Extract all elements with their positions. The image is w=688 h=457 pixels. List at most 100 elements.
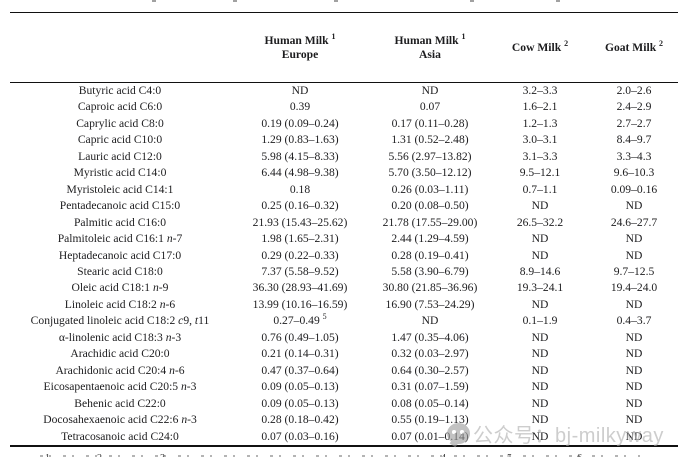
footnote-superscript: 1: [45, 453, 50, 457]
fatty-acid-label: Pentadecanoic acid C15:0: [59, 199, 181, 213]
value-cell: ND: [531, 396, 549, 410]
footnote-superscript: 6: [577, 453, 582, 457]
value-cell: ND: [625, 413, 643, 427]
table-row: Heptadecanoic acid C17:0 0.29 (0.22–0.33)…: [10, 248, 678, 264]
fatty-acid-label: Butyric acid C4:0: [78, 84, 162, 97]
fatty-acid-label: α-linolenic acid C18:3 n-3: [58, 330, 182, 344]
fatty-acid-label: Docosahexaenoic acid C22:6 n-3: [43, 413, 197, 427]
value-cell: 19.3–24.1: [516, 281, 564, 295]
value-cell: ND: [625, 297, 643, 311]
table-row: Butyric acid C4:0 ND ND 3.2–3.3 2.0–2.6: [10, 83, 678, 100]
top-edge-text-fragment: [556, 0, 560, 2]
value-cell: 0.47 (0.37–0.64): [261, 363, 339, 377]
value-cell: 1.6–2.1: [522, 100, 558, 114]
table-row: Lauric acid C12:0 5.98 (4.15–8.33) 5.56 (2…: [10, 149, 678, 165]
fatty-acid-label: Tetracosanoic acid C24:0: [10, 428, 230, 447]
value-cell: 26.5–32.2: [516, 215, 564, 229]
value-cell: 0.27–0.49 5: [273, 313, 327, 328]
value-cell: ND: [531, 380, 549, 394]
table-row: Conjugated linoleic acid C18:2 c9, t11 0.…: [10, 313, 678, 329]
value-cell: 0.7–1.1: [522, 182, 558, 196]
value-cell: ND: [625, 396, 643, 410]
footnote-superscript: 4: [441, 453, 446, 457]
fatty-acid-label: Arachidonic acid C20:4 n-6: [55, 363, 185, 377]
header-human-milk-asia: Human Milk 1 Asia: [370, 12, 490, 83]
fatty-acid-label: Eicosapentaenoic acid C20:5 n-3: [43, 380, 197, 394]
value-cell: 0.28 (0.18–0.42): [261, 413, 339, 427]
value-cell: 8.4–9.7: [616, 133, 652, 147]
fatty-acid-label: Capric acid C10:0: [77, 133, 163, 147]
table-row: Eicosapentaenoic acid C20:5 n-3 0.09 (0.0…: [10, 379, 678, 395]
header-row: Human Milk 1 Europe Human Milk 1 Asia Co…: [10, 12, 678, 83]
value-cell: 1.2–1.3: [522, 116, 558, 130]
value-cell: 7.37 (5.58–9.52): [261, 264, 339, 278]
value-cell: 0.31 (0.07–1.59): [391, 380, 469, 394]
value-cell: 0.08 (0.05–0.14): [391, 396, 469, 410]
fatty-acid-label: Palmitoleic acid C16:1 n-7: [57, 232, 183, 246]
table-row: Myristoleic acid C14:1 0.18 0.26 (0.03–1.1…: [10, 182, 678, 198]
header-cow-milk: Cow Milk 2: [490, 12, 590, 83]
value-cell: ND: [531, 347, 549, 361]
table-row: Caproic acid C6:0 0.39 0.07 1.6–2.1 2.4–2.9: [10, 99, 678, 115]
value-cell: 0.07: [419, 100, 441, 114]
value-cell: 30.80 (21.85–36.96): [382, 281, 478, 295]
value-cell: 9.6–10.3: [613, 166, 655, 180]
value-cell: ND: [531, 248, 549, 262]
fatty-acid-table: Human Milk 1 Europe Human Milk 1 Asia Co…: [10, 12, 678, 447]
fatty-acid-label: Palmitic acid C16:0: [73, 215, 167, 229]
table-row: Caprylic acid C8:0 0.19 (0.09–0.24) 0.17 (…: [10, 116, 678, 132]
footnote-clipped-line: 1 2 3 4 5 6: [10, 450, 678, 457]
value-cell: 0.26 (0.03–1.11): [391, 182, 469, 196]
header-line1: Human Milk 1: [394, 31, 466, 47]
value-cell: 0.39: [289, 100, 311, 114]
value-cell: 16.90 (7.53–24.29): [385, 297, 475, 311]
value-cell: 1.47 (0.35–4.06): [391, 330, 469, 344]
header-line1: Human Milk 1: [264, 31, 336, 47]
table-row: Myristic acid C14:0 6.44 (4.98–9.38) 5.70 …: [10, 165, 678, 181]
value-cell: 0.09 (0.05–0.13): [261, 396, 339, 410]
value-cell: 0.32 (0.03–2.97): [391, 347, 469, 361]
value-cell: 0.09 (0.05–0.13): [261, 380, 339, 394]
table-row: Palmitic acid C16:0 21.93 (15.43–25.62) 21…: [10, 215, 678, 231]
value-cell: 5.58 (3.90–6.79): [391, 264, 469, 278]
value-cell: ND: [531, 363, 549, 377]
table-row: Arachidic acid C20:0 0.21 (0.14–0.31) 0.32…: [10, 346, 678, 362]
value-cell: 0.1–1.9: [522, 314, 558, 328]
value-cell: ND: [625, 199, 643, 213]
value-cell: 5.70 (3.50–12.12): [388, 166, 472, 180]
fatty-acid-label: Lauric acid C12:0: [78, 149, 162, 163]
value-cell: 5.56 (2.97–13.82): [388, 149, 472, 163]
fatty-acid-label: Myristoleic acid C14:1: [66, 182, 174, 196]
value-cell: ND: [531, 413, 549, 427]
value-cell: 3.1–3.3: [522, 149, 558, 163]
fatty-acid-label: Caproic acid C6:0: [77, 100, 163, 114]
table-row: Stearic acid C18:0 7.37 (5.58–9.52) 5.58 (…: [10, 264, 678, 280]
fatty-acid-label: Behenic acid C22:0: [74, 396, 166, 410]
value-cell: 21.78 (17.55–29.00): [382, 215, 478, 229]
value-cell: ND: [531, 330, 549, 344]
value-cell: 0.19 (0.09–0.24): [261, 116, 339, 130]
table-row: Linoleic acid C18:2 n-6 13.99 (10.16–16.5…: [10, 297, 678, 313]
value-cell: 2.44 (1.29–4.59): [391, 232, 469, 246]
fatty-acid-label: Stearic acid C18:0: [77, 264, 163, 278]
value-cell: 1.31 (0.52–2.48): [391, 133, 469, 147]
table-row: Tetracosanoic acid C24:0 0.07 (0.03–0.16)…: [10, 428, 678, 447]
header-line2: Asia: [419, 47, 441, 61]
value-cell: 36.30 (28.93–41.69): [252, 281, 348, 295]
value-cell: 0.09–0.16: [610, 182, 658, 196]
table-body: Butyric acid C4:0 ND ND 3.2–3.3 2.0–2.6 Capro…: [10, 83, 678, 447]
value-cell: ND: [421, 84, 439, 97]
header-line1: Goat Milk 2: [604, 38, 664, 54]
value-cell: ND: [421, 314, 439, 328]
value-cell: 1.98 (1.65–2.31): [261, 232, 339, 246]
value-cell: 0.76 (0.49–1.05): [261, 330, 339, 344]
top-edge-text-fragment: [233, 0, 237, 2]
value-cell: ND: [625, 347, 643, 361]
value-cell: 0.25 (0.16–0.32): [261, 199, 339, 213]
table-row: Oleic acid C18:1 n-9 36.30 (28.93–41.69) 3…: [10, 280, 678, 296]
value-cell: 2.0–2.6: [616, 84, 652, 97]
value-cell: 2.4–2.9: [616, 100, 652, 114]
header-fatty-acid: [10, 12, 230, 83]
footnote-superscript: 5: [507, 453, 512, 457]
